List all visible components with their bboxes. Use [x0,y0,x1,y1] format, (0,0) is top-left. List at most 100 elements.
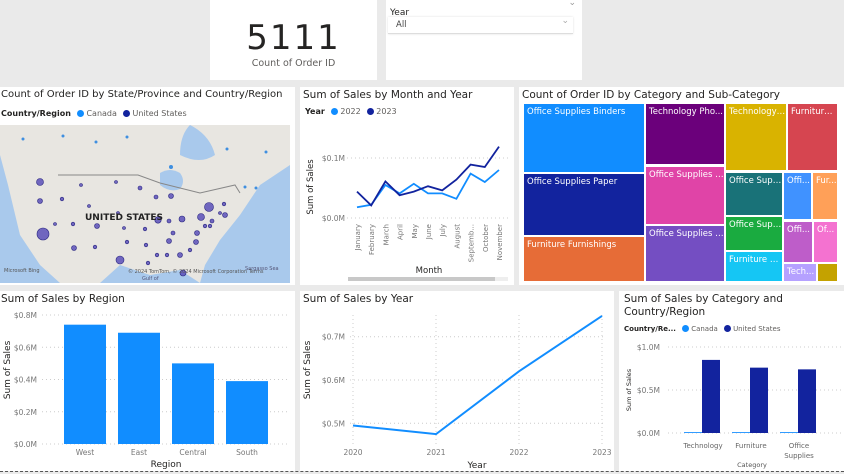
us-state-bubble [122,226,126,230]
slicer-dropdown[interactable]: All ⌄ [388,16,573,34]
y-tick-label: $0.0M [322,214,345,223]
bar-furniture-canada [732,432,750,433]
treemap-tile[interactable]: Office Supplies S... [645,166,725,225]
bar-office-supplies-canada [780,432,798,433]
us-state-bubble [164,252,170,258]
canada-province-bubble [243,185,247,189]
map-canvas[interactable]: UNITED STATES Microsoft Bing © 2024 TomT… [0,125,290,283]
x-tick-label: October [482,224,490,252]
us-state-bubble [36,227,50,241]
bar-south [226,381,268,444]
x-tick-label: 2020 [343,448,362,457]
bar-office-supplies-united-states [798,369,816,433]
chart-svg: $0.0M $0.2M $0.4M $0.6M $0.8M Sum of Sales Wes… [3,311,290,470]
horizontal-scrollbar[interactable] [348,277,508,281]
canada-province-bubble [225,147,229,151]
us-state-bubble [37,198,43,204]
map-visual: Count of Order ID by State/Province and … [0,87,295,285]
treemap-title: Count of Order ID by Category and Sub-Ca… [522,89,781,101]
x-tick-label: March [382,224,390,245]
chart-svg: $0.0M $0.5M $1.0M Sum of Sales Technology Fur… [625,343,842,469]
y-tick-label: $0.7M [322,333,345,342]
treemap-tile[interactable]: Furniture Furnishings [523,236,645,282]
treemap-tile[interactable]: Office Supp... [725,216,783,251]
treemap-tile[interactable]: Fur... [812,172,838,220]
chart-svg: $0.5M $0.6M $0.7M Sum of Sales 2020 2021 2022 2… [303,315,612,471]
us-state-bubble [142,226,148,232]
canada-province-bubble [264,150,268,154]
us-state-bubble [207,223,213,229]
kpi-value: 5111 [246,18,341,58]
x-tick-label: April [397,224,405,240]
x-tick-label: 2022 [509,448,528,457]
slicer-header[interactable]: Year ⌄ [390,0,578,18]
slicer-selected: All [396,20,407,30]
treemap-tile[interactable]: Technology Pho... [645,103,725,165]
treemap-tile[interactable]: Tech... [783,263,817,282]
y-axis-title: Sum of Sales [625,368,633,411]
treemap-tile[interactable] [817,263,838,282]
us-state-bubble [179,269,187,277]
us-state-bubble [71,245,77,251]
x-tick-label: 2021 [426,448,445,457]
treemap-tile[interactable]: Offi... [783,221,813,263]
series-line-2023 [356,146,500,207]
us-state-bubble [137,185,143,191]
us-state-bubble [114,180,118,184]
y-tick-label: $1.0M [637,343,660,352]
legend-title: Country/Region [1,109,71,118]
us-state-bubble [170,230,176,236]
scrollbar-thumb[interactable] [348,277,495,281]
chart-svg: $0.0M $0.1M Sum of Sales January February Mar… [306,146,508,276]
bing-logo: Microsoft Bing [4,268,40,274]
border [58,174,241,194]
us-state-bubble [218,211,222,215]
us-state-bubble [209,218,215,224]
bar-technology-canada [684,432,702,433]
hudson-bay [180,125,215,160]
chart-title: Sum of Sales by Year [303,293,414,305]
treemap-tile[interactable]: Furniture T... [725,251,783,282]
canada-province-bubble [61,134,65,138]
legend-dot-canada [77,110,85,117]
y-tick-label: $0.8M [14,311,37,320]
x-tick-label: August [453,224,461,249]
bar-furniture-united-states [750,367,768,433]
legend-2023: 2023 [376,107,397,116]
legend-title: Year [305,107,325,116]
us-state-bubble [166,218,172,224]
treemap-tile[interactable]: Office Supplies Binders [523,103,645,173]
treemap-tile[interactable]: Office Supp... [725,172,783,216]
series-line-2022 [356,169,500,209]
chart-legend: Country/Re... Canada United States [624,325,780,333]
us-state-bubble [194,230,200,236]
us-state-bubble [154,252,160,258]
us-state-bubble [87,204,91,208]
legend-dot-us [724,325,732,332]
treemap-tile[interactable]: Office Supplies Art [645,225,725,282]
map-svg [0,125,290,283]
us-state-bubble [92,244,98,250]
map-title: Count of Order ID by State/Province and … [1,89,283,100]
ocean-west [0,155,60,283]
treemap-tile[interactable]: Furniture ... [787,103,838,171]
gulf-label: Gulf of [142,276,159,282]
legend-dot-2022 [331,108,339,115]
us-state-bubble [204,202,214,212]
x-tick-label: Technology [682,442,722,450]
chevron-down-icon: ⌄ [561,16,569,26]
treemap-tile[interactable]: Of... [813,221,838,263]
legend-us: United States [733,325,781,333]
treemap-tile[interactable]: Offi... [783,172,812,220]
treemap-tile[interactable]: Technology ... [725,103,787,171]
y-tick-label: $0.0M [637,429,660,438]
sales-by-year-chart: $0.5M $0.6M $0.7M Sum of Sales 2020 2021 2022 2… [300,291,614,471]
legend-us: United States [132,109,187,118]
x-tick-label: Office Supplies [784,442,814,460]
y-axis-title: Sum of Sales [306,159,316,215]
map-attribution[interactable]: © 2024 TomTom, © 2024 Microsoft Corporat… [128,269,264,275]
bar-east [118,332,160,444]
treemap-tile[interactable]: Office Supplies Paper [523,173,645,236]
sea-label: Sargasso Sea [245,266,279,272]
us-state-bubble [154,216,162,224]
